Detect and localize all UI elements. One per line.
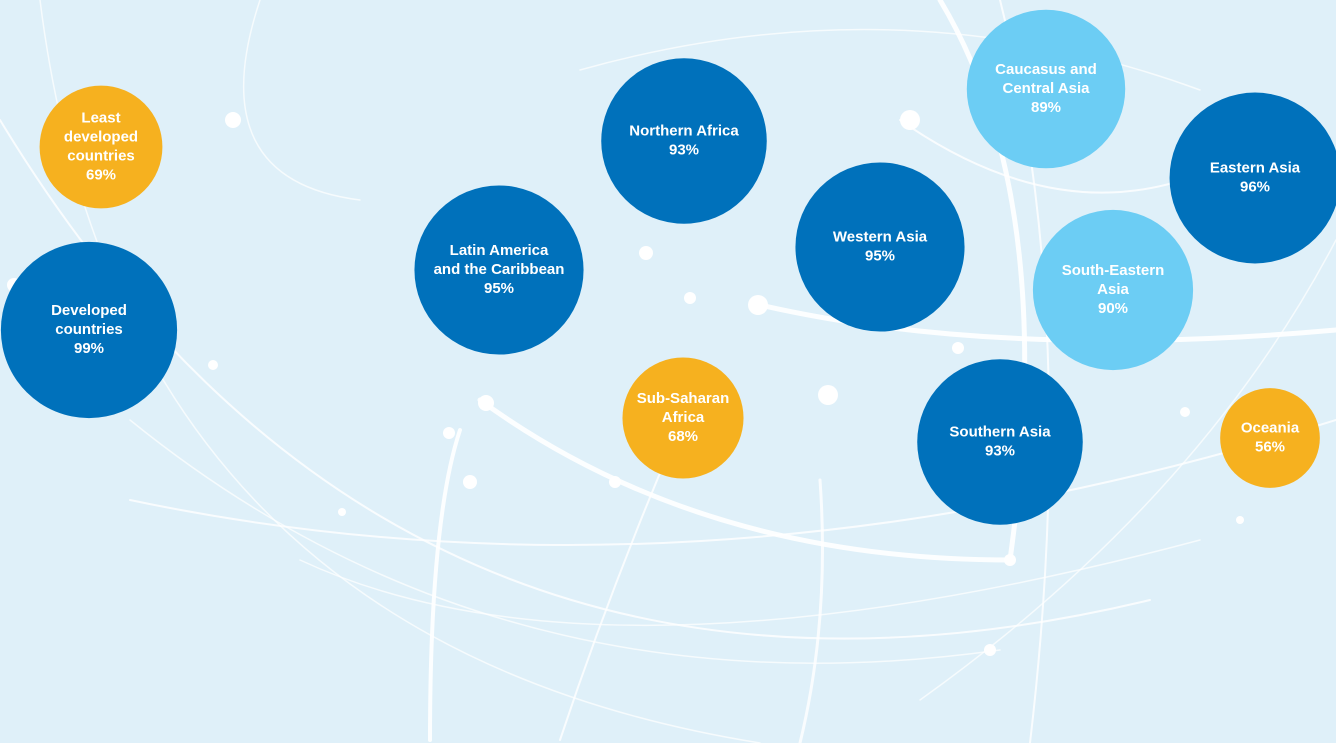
page: {"chart_data": {"type": "bubble", "categ… — [0, 0, 1336, 743]
bubble-label: Latin America — [450, 242, 549, 259]
bubble-label: Western Asia — [833, 228, 928, 245]
value-label: 90% — [1098, 300, 1128, 317]
bubble-label: countries — [67, 147, 135, 164]
bubble-label: and the Caribbean — [434, 261, 565, 278]
bubble-label: Northern Africa — [629, 122, 739, 139]
bubble-label: South-Eastern — [1062, 262, 1165, 279]
bubble-label: Sub-Saharan — [637, 390, 730, 407]
bubble-label: Oceania — [1241, 419, 1300, 436]
value-label: 95% — [484, 280, 514, 297]
bubble-label: Africa — [662, 409, 705, 426]
value-label: 93% — [669, 141, 699, 158]
bubble-label: Central Asia — [1003, 80, 1091, 97]
value-label: 69% — [86, 166, 116, 183]
value-label: 95% — [865, 247, 895, 264]
value-label: 89% — [1031, 99, 1061, 116]
value-label: 93% — [985, 442, 1015, 459]
value-label: 99% — [74, 340, 104, 357]
value-label: 68% — [668, 428, 698, 445]
value-label: 96% — [1240, 178, 1270, 195]
chart: Least developed countries 69% Developed count… — [0, 0, 1336, 743]
bubble-label: Caucasus and — [995, 61, 1097, 78]
bubble-label: Eastern Asia — [1210, 159, 1301, 176]
bubble-label: countries — [55, 321, 123, 338]
bubble-label: Asia — [1097, 281, 1129, 298]
bubble-label: developed — [64, 128, 138, 145]
bubble-label: Southern Asia — [949, 423, 1051, 440]
bubble-label: Least — [81, 109, 120, 126]
bubble-label: Developed — [51, 302, 127, 319]
value-label: 56% — [1255, 438, 1285, 455]
